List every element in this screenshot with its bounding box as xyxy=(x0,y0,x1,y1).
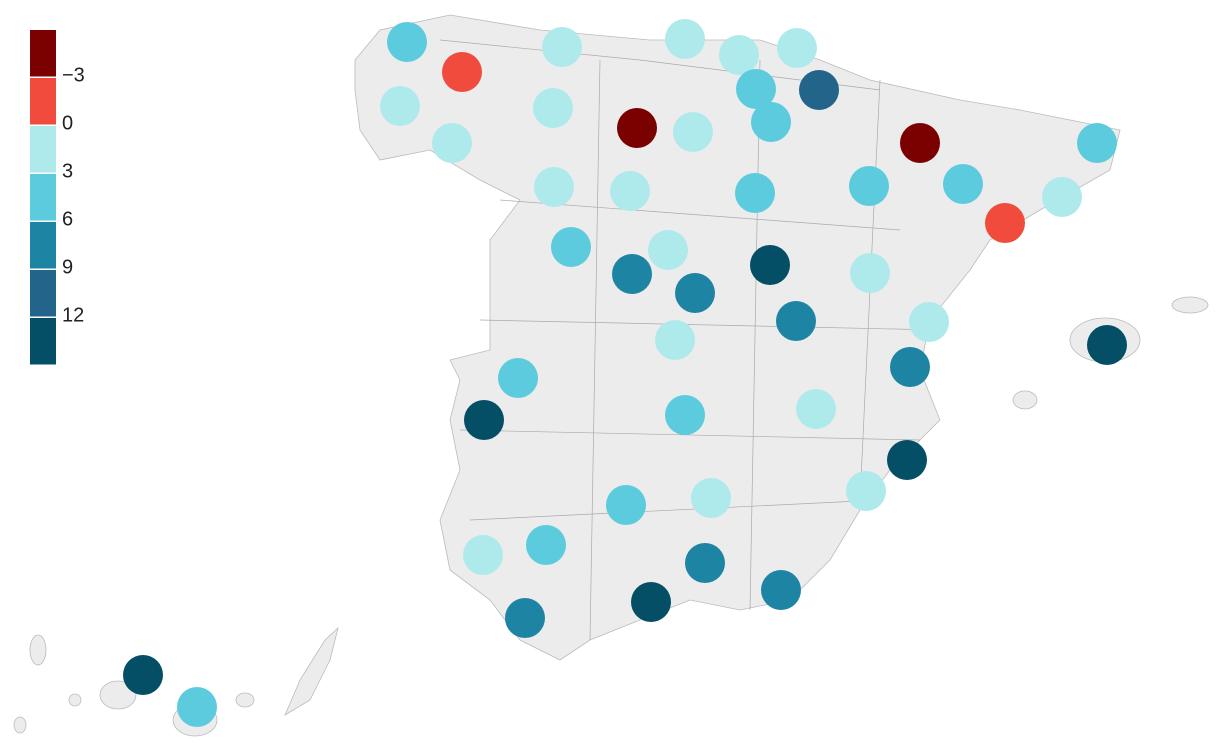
marker xyxy=(533,88,573,128)
ibiza xyxy=(1012,390,1038,410)
marker xyxy=(606,485,646,525)
legend-swatch xyxy=(30,270,56,317)
legend-label: −3 xyxy=(62,65,85,87)
marker xyxy=(617,108,657,148)
marker xyxy=(909,302,949,342)
marker xyxy=(610,171,650,211)
marker xyxy=(464,400,504,440)
marker xyxy=(1087,325,1127,365)
legend-label: 3 xyxy=(62,161,73,183)
marker xyxy=(177,687,217,727)
legend-label: 6 xyxy=(62,209,73,231)
marker xyxy=(796,389,836,429)
legend-label: 12 xyxy=(62,305,84,327)
marker xyxy=(887,440,927,480)
marker xyxy=(1042,177,1082,217)
marker xyxy=(675,273,715,313)
island xyxy=(29,634,47,666)
marker xyxy=(799,70,839,110)
marker xyxy=(900,123,940,163)
marker xyxy=(380,86,420,126)
marker xyxy=(655,320,695,360)
marker xyxy=(498,358,538,398)
marker xyxy=(750,245,790,285)
legend-swatch xyxy=(30,318,56,365)
island xyxy=(13,716,27,734)
marker xyxy=(631,582,671,622)
marker xyxy=(648,230,688,270)
island xyxy=(284,626,339,716)
marker xyxy=(526,525,566,565)
marker xyxy=(534,167,574,207)
legend-swatch xyxy=(30,126,56,173)
marker xyxy=(665,395,705,435)
marker xyxy=(777,28,817,68)
marker xyxy=(735,173,775,213)
legend-swatch xyxy=(30,174,56,221)
marker xyxy=(719,35,759,75)
legend-swatch xyxy=(30,222,56,269)
marker xyxy=(551,227,591,267)
legend: −3 0 3 6 9 12 xyxy=(30,30,85,365)
legend-label: 9 xyxy=(62,257,73,279)
marker xyxy=(685,543,725,583)
marker xyxy=(849,166,889,206)
marker xyxy=(123,655,163,695)
island xyxy=(235,692,255,708)
island xyxy=(99,680,137,710)
marker xyxy=(432,123,472,163)
marker xyxy=(736,69,776,109)
marker xyxy=(890,347,930,387)
menorca xyxy=(1171,296,1209,314)
legend-label: 0 xyxy=(62,113,73,135)
marker xyxy=(691,478,731,518)
marker xyxy=(442,52,482,92)
marker xyxy=(985,203,1025,243)
land xyxy=(13,14,1209,737)
marker xyxy=(751,102,791,142)
marker xyxy=(943,164,983,204)
marker xyxy=(665,19,705,59)
marker xyxy=(542,27,582,67)
legend-swatch xyxy=(30,30,56,77)
legend-swatch xyxy=(30,78,56,125)
marker xyxy=(761,570,801,610)
marker xyxy=(776,301,816,341)
marker xyxy=(505,598,545,638)
marker xyxy=(850,253,890,293)
points xyxy=(123,19,1127,727)
marker xyxy=(463,535,503,575)
marker xyxy=(673,112,713,152)
marker xyxy=(612,254,652,294)
marker xyxy=(846,471,886,511)
region-borders xyxy=(439,39,941,641)
island xyxy=(68,693,82,707)
marker xyxy=(1077,123,1117,163)
marker xyxy=(387,22,427,62)
